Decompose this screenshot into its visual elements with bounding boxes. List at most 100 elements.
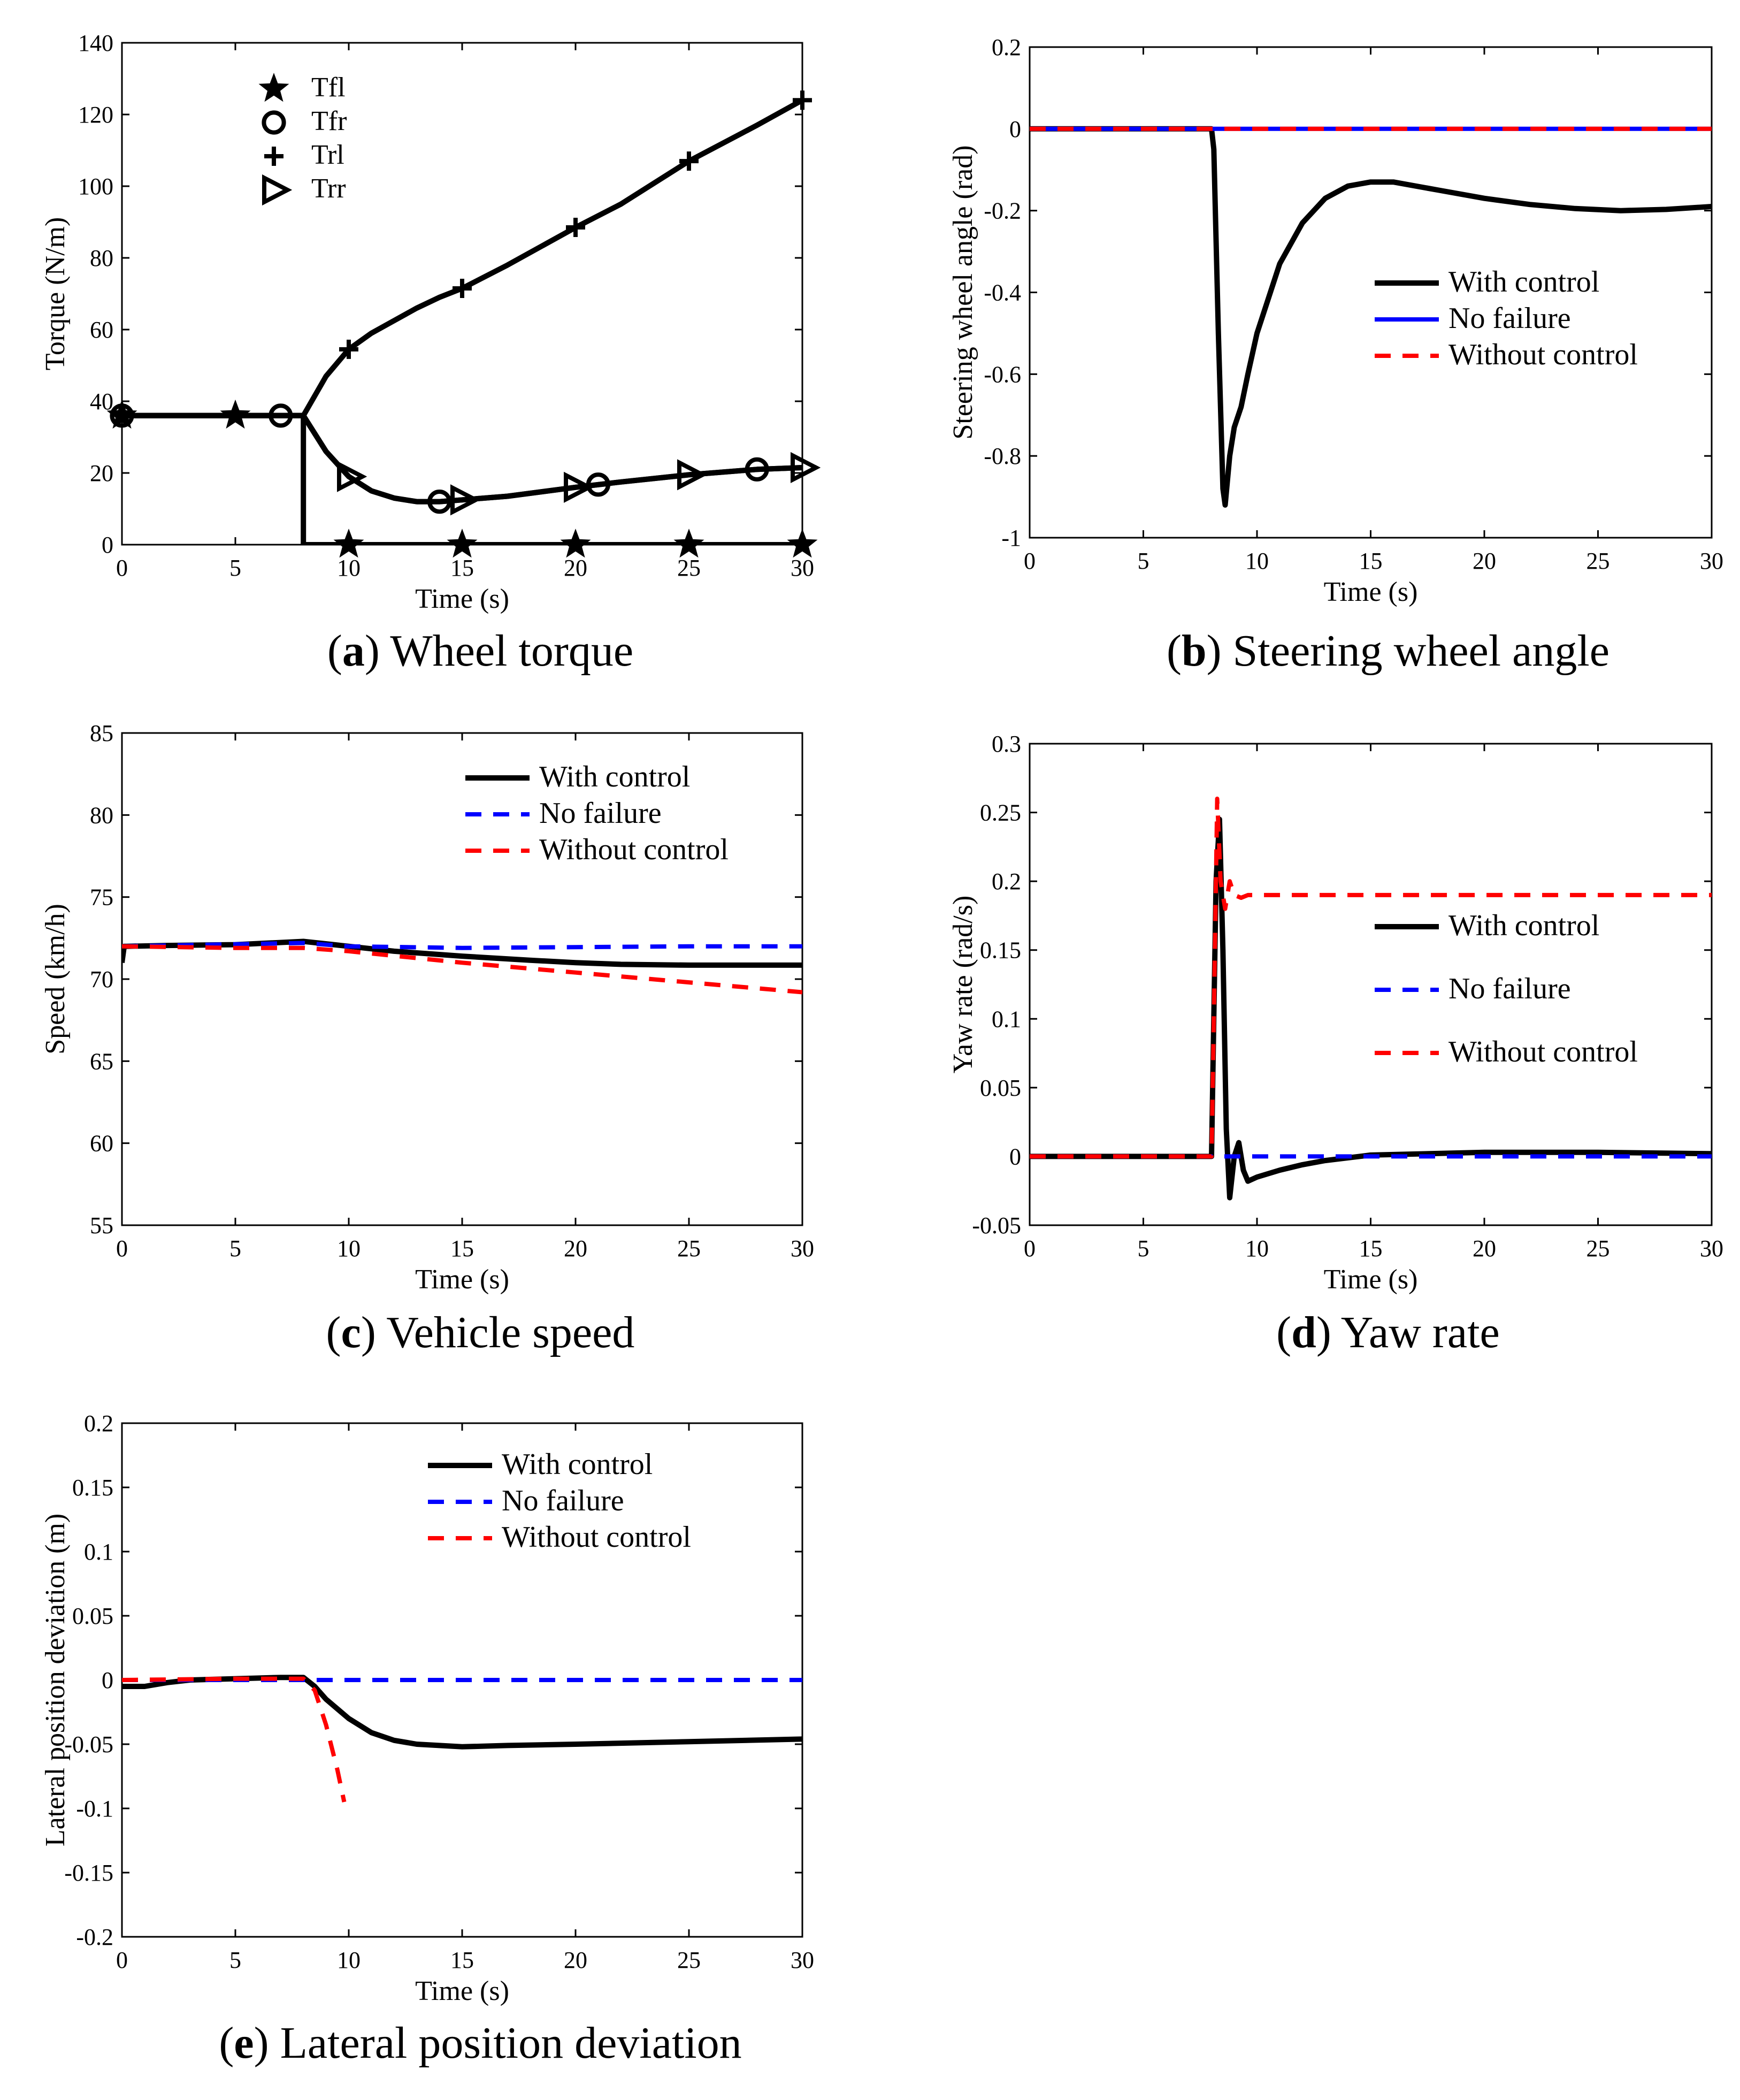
- x-tick-label: 0: [1024, 548, 1036, 574]
- caption-letter: a: [342, 626, 365, 676]
- series-group: [1030, 796, 1712, 1201]
- series-group: [1030, 126, 1712, 508]
- chart-panel-a: 0 5 10 15 20 25 30 0 20 40 60 80 100 120 140 Time (s) To…: [40, 30, 821, 614]
- x-tick-label: 15: [1359, 548, 1383, 574]
- data-marker-triangle-right: [791, 452, 821, 484]
- y-tick-label: -0.4: [984, 280, 1021, 306]
- y-tick-label: 60: [90, 1131, 113, 1157]
- y-tick-label: 70: [90, 966, 113, 992]
- x-tick-label: 20: [564, 555, 587, 581]
- caption-text: Wheel torque: [390, 626, 634, 676]
- series-line-with-control: [122, 1675, 802, 1750]
- plot-area-frame: [121, 732, 803, 1226]
- x-tick-label: 15: [450, 1235, 474, 1262]
- plot-area-frame: [1029, 46, 1713, 539]
- x-tick-label: 0: [116, 1947, 128, 1973]
- x-tick-label: 0: [1024, 1235, 1036, 1262]
- y-axis-label: Steering wheel angle (rad): [948, 145, 978, 439]
- y-tick-label: 100: [78, 173, 113, 200]
- series-line-tfr: [122, 413, 802, 505]
- data-marker-plus: [793, 90, 812, 110]
- y-tick-label: 0.15: [72, 1475, 113, 1501]
- data-marker-star: [220, 399, 251, 429]
- x-tick-label: 30: [791, 555, 814, 581]
- y-tick-label: 0: [102, 532, 113, 558]
- y-tick-label: 0.05: [72, 1603, 113, 1629]
- x-tick-label: 10: [1245, 548, 1269, 574]
- legend-label: With control: [1448, 265, 1599, 299]
- y-tick-label: 0.15: [980, 937, 1021, 964]
- series-line-with-control: [122, 938, 802, 968]
- x-tick-label: 15: [450, 1947, 474, 1973]
- y-tick-label: 0.1: [84, 1539, 113, 1565]
- legend-label: Without control: [1448, 338, 1638, 371]
- y-tick-label: 80: [90, 245, 113, 271]
- x-tick-label: 25: [1586, 548, 1610, 574]
- x-tick-label: 30: [1700, 1235, 1723, 1262]
- data-marker-triangle-right: [677, 459, 708, 491]
- legend: With control No failure Without control: [1375, 909, 1638, 1068]
- y-axis-label: Speed (km/h): [40, 904, 71, 1055]
- x-tick-label: 20: [1473, 1235, 1496, 1262]
- legend-label: No failure: [502, 1484, 624, 1517]
- y-tick-label: 0.1: [992, 1006, 1021, 1032]
- x-axis-label: Time (s): [1324, 577, 1418, 607]
- caption-b: (b) Steering wheel angle: [1166, 626, 1610, 676]
- x-tick-label: 20: [564, 1947, 587, 1973]
- legend-label: Without control: [539, 833, 729, 866]
- series-line-no-failure: [122, 941, 802, 950]
- x-tick-label: 25: [677, 1947, 701, 1973]
- data-marker-triangle-right: [564, 471, 594, 503]
- legend-label: Trr: [311, 173, 346, 204]
- legend-label: No failure: [1448, 972, 1571, 1005]
- y-tick-label: -0.6: [984, 361, 1021, 387]
- chart-panel-b: 0 5 10 15 20 25 30 -1 -0.8 -0.6 -0.4 -0.2 0 0.2 Time (…: [948, 34, 1723, 607]
- x-tick-label: 5: [1138, 1235, 1149, 1262]
- x-tick-label: 30: [791, 1235, 814, 1262]
- series-line-without-control: [1030, 796, 1712, 1159]
- caption-letter: d: [1291, 1308, 1316, 1357]
- data-marker-circle: [269, 403, 293, 428]
- legend-label: With control: [1448, 909, 1599, 942]
- caption-c: (c) Vehicle speed: [326, 1308, 635, 1357]
- y-tick-label: 20: [90, 460, 113, 486]
- legend-label: Trl: [311, 140, 344, 170]
- x-tick-label: 30: [1700, 548, 1723, 574]
- y-tick-label: 0.2: [84, 1410, 113, 1437]
- series-line-with-control: [1030, 126, 1712, 508]
- y-tick-label: -0.05: [64, 1731, 113, 1758]
- caption-letter: c: [341, 1308, 361, 1357]
- y-tick-label: -0.2: [984, 198, 1021, 224]
- y-tick-label: 0.25: [980, 800, 1021, 826]
- caption-text: Lateral position deviation: [280, 2018, 742, 2068]
- data-marker-plus: [679, 151, 699, 171]
- x-tick-label: 0: [116, 555, 128, 581]
- data-marker-star: [333, 529, 364, 558]
- data-marker-plus: [339, 339, 358, 359]
- y-tick-label: 0.3: [992, 731, 1021, 757]
- y-tick-label: -0.05: [972, 1212, 1021, 1239]
- y-tick-label: -1: [1001, 525, 1021, 551]
- x-axis-label: Time (s): [415, 1264, 509, 1295]
- x-tick-label: 25: [677, 555, 701, 581]
- y-tick-label: -0.8: [984, 443, 1021, 469]
- y-tick-label: 80: [90, 802, 113, 828]
- series-line-tfl: [122, 413, 802, 545]
- caption-e: (e) Lateral position deviation: [219, 2018, 742, 2068]
- y-tick-label: -0.1: [76, 1796, 113, 1822]
- x-tick-label: 15: [1359, 1235, 1383, 1262]
- legend-label: Without control: [1448, 1035, 1638, 1068]
- series-line-with-control: [1030, 816, 1712, 1201]
- series-line-trl: [122, 97, 802, 418]
- caption-letter: b: [1181, 626, 1207, 676]
- caption-d: (d) Yaw rate: [1276, 1308, 1500, 1357]
- y-axis-label: Torque (N/m): [40, 217, 71, 371]
- data-marker-circle: [427, 490, 452, 514]
- y-tick-label: 65: [90, 1048, 113, 1074]
- x-tick-label: 20: [1473, 548, 1496, 574]
- y-tick-label: -0.15: [64, 1860, 113, 1886]
- y-tick-label: 120: [78, 102, 113, 128]
- data-marker-plus: [566, 218, 585, 238]
